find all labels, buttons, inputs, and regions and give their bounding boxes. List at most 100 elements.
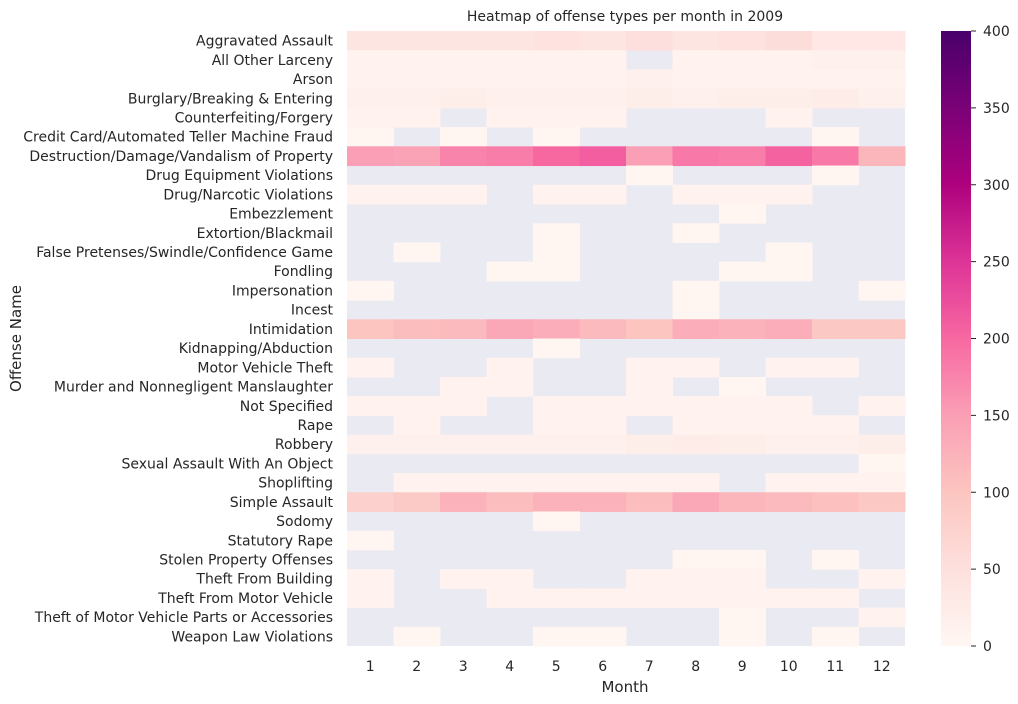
y-tick-label: Drug/Narcotic Violations bbox=[163, 187, 333, 203]
heatmap-cell bbox=[393, 242, 441, 263]
heatmap-cell bbox=[533, 338, 580, 359]
heatmap-cell bbox=[440, 50, 487, 70]
heatmap-cell bbox=[579, 69, 627, 90]
heatmap-cell bbox=[347, 31, 394, 51]
heatmap-cell bbox=[533, 107, 580, 128]
y-tick-label: Credit Card/Automated Teller Machine Fra… bbox=[23, 130, 333, 146]
y-tick-label: Drug Equipment Violations bbox=[146, 168, 334, 184]
heatmap-cell bbox=[812, 31, 859, 51]
heatmap-cell bbox=[579, 319, 627, 339]
heatmap-cell bbox=[626, 31, 673, 51]
heatmap-cell bbox=[719, 376, 766, 397]
x-tick-label: 12 bbox=[873, 659, 891, 675]
heatmap-cell bbox=[533, 261, 580, 282]
heatmap-cell bbox=[393, 319, 441, 339]
heatmap-cell bbox=[347, 396, 394, 416]
heatmap-cell bbox=[486, 434, 534, 455]
heatmap-cell bbox=[486, 357, 534, 378]
y-tick-label: Weapon Law Violations bbox=[171, 629, 333, 645]
heatmap-cell bbox=[672, 569, 720, 589]
heatmap-cell bbox=[347, 146, 394, 167]
x-tick-label: 2 bbox=[412, 659, 421, 675]
heatmap-cell bbox=[486, 588, 534, 609]
heatmap-cell bbox=[765, 415, 813, 436]
y-tick-label: Statutory Rape bbox=[228, 533, 333, 549]
heatmap-cell bbox=[672, 415, 720, 436]
heatmap-cell bbox=[626, 569, 673, 589]
heatmap-cell bbox=[812, 319, 859, 339]
heatmap-cell bbox=[765, 473, 813, 493]
heatmap-cell bbox=[858, 69, 906, 90]
heatmap-cell bbox=[626, 396, 673, 416]
heatmap-cell bbox=[440, 146, 487, 167]
heatmap-cell bbox=[579, 492, 627, 512]
heatmap-cell bbox=[347, 184, 394, 205]
heatmap-cell bbox=[626, 88, 673, 109]
heatmap-cell bbox=[533, 626, 580, 647]
heatmap-cell bbox=[393, 50, 441, 70]
heatmap-cell bbox=[486, 376, 534, 397]
y-tick-label: Arson bbox=[293, 72, 333, 88]
y-tick-label: Theft From Motor Vehicle bbox=[157, 591, 333, 607]
heatmap-cell bbox=[765, 434, 813, 455]
heatmap-cell bbox=[672, 434, 720, 455]
x-tick-label: 7 bbox=[645, 659, 654, 675]
heatmap-cell bbox=[486, 50, 534, 70]
heatmap-cell bbox=[765, 492, 813, 512]
colorbar-tick-label: 250 bbox=[983, 255, 1010, 271]
heatmap-cell bbox=[347, 50, 394, 70]
heatmap-cell bbox=[347, 588, 394, 609]
heatmap-cell bbox=[626, 473, 673, 493]
heatmap-cell bbox=[579, 415, 627, 436]
heatmap-cell bbox=[858, 319, 906, 339]
heatmap-cell bbox=[347, 530, 394, 551]
heatmap-cell bbox=[533, 184, 580, 205]
heatmap-cell bbox=[440, 434, 487, 455]
x-tick-label: 10 bbox=[780, 659, 798, 675]
heatmap-cell bbox=[719, 588, 766, 609]
x-tick-label: 8 bbox=[691, 659, 700, 675]
heatmap-cell bbox=[347, 280, 394, 301]
heatmap-cell bbox=[579, 588, 627, 609]
heatmap-cell bbox=[719, 626, 766, 647]
heatmap-cell bbox=[486, 319, 534, 339]
heatmap-cell bbox=[533, 511, 580, 532]
heatmap-cell bbox=[672, 549, 720, 570]
heatmap-cell bbox=[672, 396, 720, 416]
heatmap-cell bbox=[858, 146, 906, 167]
heatmap-cell bbox=[393, 69, 441, 90]
heatmap-cell bbox=[486, 88, 534, 109]
heatmap-cell bbox=[672, 492, 720, 512]
heatmap-cell bbox=[440, 376, 487, 397]
x-axis-label: Month bbox=[601, 678, 648, 696]
x-tick-label: 6 bbox=[598, 659, 607, 675]
heatmap-cell bbox=[812, 165, 859, 186]
heatmap-cell bbox=[626, 69, 673, 90]
heatmap-cell bbox=[440, 569, 487, 589]
heatmap-cell bbox=[347, 492, 394, 512]
heatmap-cell bbox=[533, 396, 580, 416]
heatmap-cell bbox=[812, 146, 859, 167]
y-tick-label: Extortion/Blackmail bbox=[197, 226, 333, 242]
heatmap-cell bbox=[812, 357, 859, 378]
heatmap-cell bbox=[812, 415, 859, 436]
heatmap-cell bbox=[672, 473, 720, 493]
x-tick-label: 9 bbox=[738, 659, 747, 675]
heatmap-cell bbox=[765, 107, 813, 128]
heatmap-cell bbox=[393, 31, 441, 51]
heatmap-cell bbox=[533, 223, 580, 243]
heatmap-cell bbox=[393, 396, 441, 416]
heatmap-cell bbox=[440, 492, 487, 512]
heatmap-cell bbox=[626, 588, 673, 609]
heatmap-cell bbox=[719, 203, 766, 224]
heatmap-cell bbox=[672, 588, 720, 609]
colorbar-tick-label: 150 bbox=[983, 408, 1010, 424]
chart-title: Heatmap of offense types per month in 20… bbox=[467, 9, 783, 25]
heatmap-cell bbox=[765, 242, 813, 263]
heatmap-cell bbox=[579, 396, 627, 416]
heatmap-cell bbox=[533, 31, 580, 51]
y-tick-label: False Pretenses/Swindle/Confidence Game bbox=[36, 245, 333, 261]
heatmap-cell bbox=[812, 473, 859, 493]
heatmap-cell bbox=[858, 473, 906, 493]
colorbar-tick-label: 0 bbox=[983, 639, 992, 655]
